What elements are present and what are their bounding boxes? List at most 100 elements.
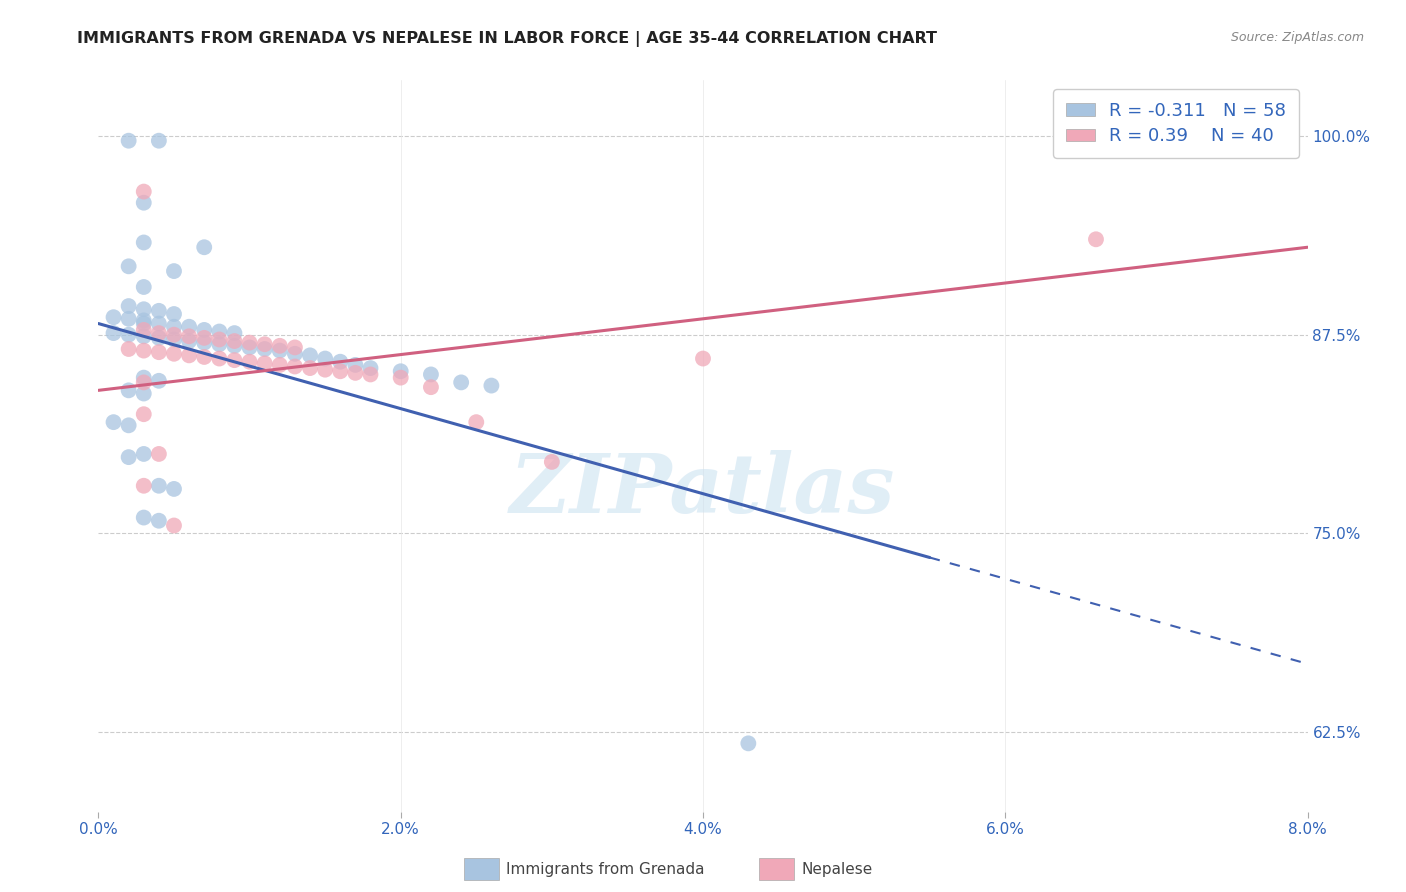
Point (118, 342, 141, 356)
Point (103, 326, 125, 340)
Point (118, 384, 141, 398)
Point (253, 337, 276, 351)
Point (465, 415, 488, 429)
Point (163, 347, 186, 361)
Point (148, 447, 170, 461)
Point (224, 353, 246, 368)
Point (163, 482, 186, 496)
Point (193, 240, 215, 254)
Point (239, 340, 262, 354)
Point (329, 355, 352, 369)
Point (163, 333, 186, 347)
Point (118, 327, 141, 342)
Point (389, 364, 412, 378)
Point (360, 361, 382, 376)
Point (132, 280, 155, 294)
Point (193, 323, 215, 337)
Point (132, 376, 155, 390)
Point (148, 374, 170, 388)
Point (148, 134, 170, 148)
Point (103, 415, 125, 429)
Point (269, 358, 291, 372)
Point (132, 313, 155, 327)
Point (737, 736, 759, 750)
Point (148, 345, 170, 359)
Point (148, 326, 170, 340)
Point (208, 325, 231, 339)
Text: Nepalese: Nepalese (801, 863, 873, 877)
Point (132, 479, 155, 493)
Point (148, 317, 170, 331)
Point (540, 455, 562, 469)
Point (299, 348, 322, 362)
Point (450, 376, 472, 390)
Point (239, 335, 262, 350)
Text: Source: ZipAtlas.com: Source: ZipAtlas.com (1230, 31, 1364, 45)
Point (118, 260, 141, 274)
Point (692, 351, 714, 366)
Point (163, 307, 186, 321)
Point (132, 185, 155, 199)
Point (193, 331, 215, 345)
Point (163, 264, 186, 278)
Point (239, 355, 262, 369)
Point (132, 370, 155, 384)
Point (208, 337, 231, 351)
Point (179, 348, 201, 362)
Point (389, 370, 412, 384)
Point (253, 342, 276, 356)
Point (329, 364, 352, 378)
Point (163, 327, 186, 342)
Point (132, 386, 155, 401)
Point (253, 356, 276, 370)
Point (269, 343, 291, 358)
Point (284, 340, 307, 354)
Point (118, 418, 141, 433)
Point (148, 479, 170, 493)
Point (132, 302, 155, 317)
Point (420, 380, 443, 394)
Point (179, 329, 201, 343)
Point (148, 331, 170, 345)
Point (179, 319, 201, 334)
Point (148, 514, 170, 528)
Point (163, 319, 186, 334)
Point (193, 335, 215, 350)
Point (1085, 232, 1108, 246)
Point (163, 518, 186, 533)
Point (314, 351, 336, 366)
Point (148, 303, 170, 318)
Point (224, 334, 246, 348)
Point (179, 334, 201, 348)
Point (284, 359, 307, 374)
Text: Immigrants from Grenada: Immigrants from Grenada (506, 863, 704, 877)
Point (299, 361, 322, 376)
Point (132, 510, 155, 524)
Text: ZIPatlas: ZIPatlas (510, 450, 896, 530)
Point (132, 317, 155, 331)
Point (224, 339, 246, 353)
Point (360, 368, 382, 382)
Point (224, 326, 246, 340)
Point (132, 195, 155, 210)
Point (284, 347, 307, 361)
Text: IMMIGRANTS FROM GRENADA VS NEPALESE IN LABOR FORCE | AGE 35-44 CORRELATION CHART: IMMIGRANTS FROM GRENADA VS NEPALESE IN L… (77, 31, 938, 47)
Legend: R = -0.311   N = 58, R = 0.39    N = 40: R = -0.311 N = 58, R = 0.39 N = 40 (1053, 89, 1299, 158)
Point (118, 134, 141, 148)
Point (344, 366, 367, 380)
Point (314, 362, 336, 376)
Point (208, 333, 231, 347)
Point (132, 323, 155, 337)
Point (132, 343, 155, 358)
Point (118, 299, 141, 313)
Point (208, 351, 231, 366)
Point (269, 339, 291, 353)
Point (344, 358, 367, 372)
Point (481, 378, 503, 392)
Point (132, 329, 155, 343)
Point (103, 310, 125, 325)
Point (132, 447, 155, 461)
Point (420, 368, 443, 382)
Point (193, 350, 215, 364)
Point (118, 311, 141, 326)
